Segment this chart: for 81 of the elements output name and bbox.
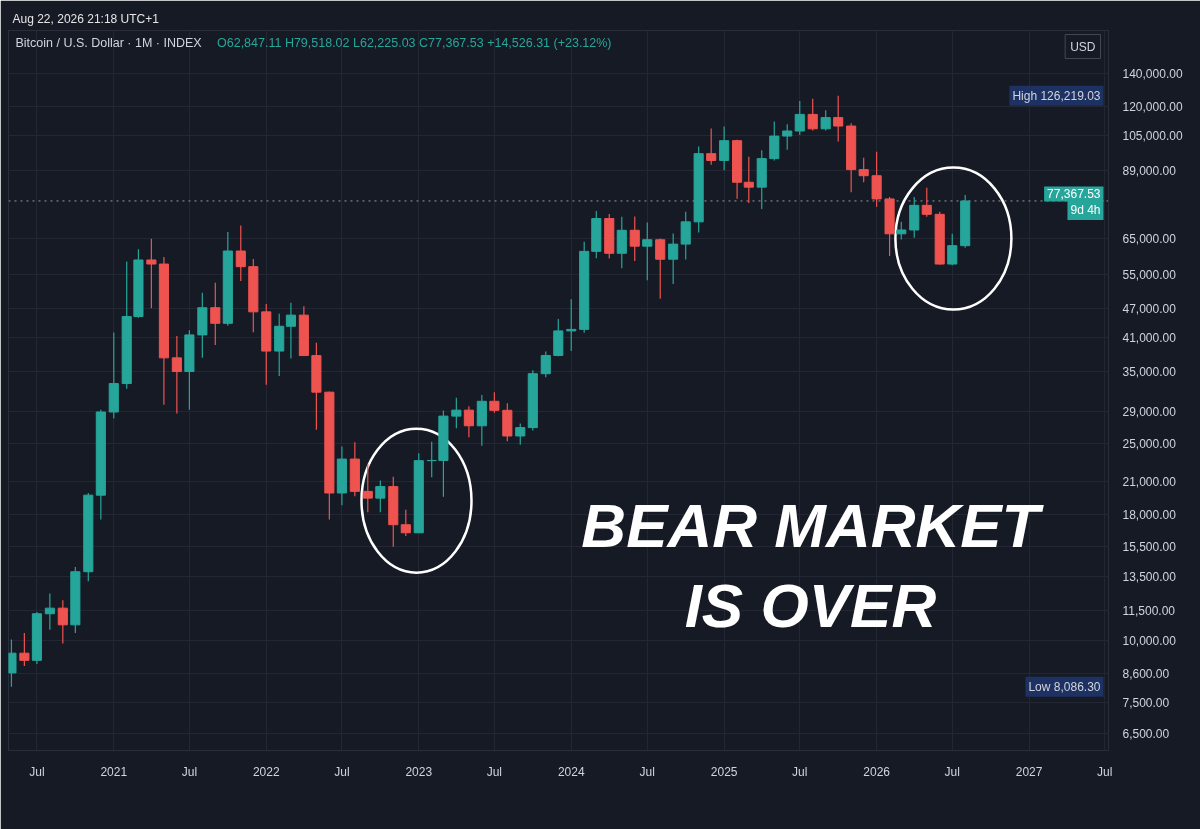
candlestick [782,123,793,151]
annotation: Low 8,086.30 [1028,679,1101,694]
candlestick [706,128,717,166]
candlestick [375,479,386,513]
candlestick [719,125,730,171]
y-tick-label: 10,000.00 [1122,634,1177,649]
candlestick [44,592,55,631]
y-tick-label: 120,000.00 [1122,100,1183,115]
x-tick-label: Jul [486,764,503,779]
annotation: BEAR MARKET IS OVER [581,491,1045,640]
x-tick-label: Jul [181,764,198,779]
y-tick-label: 7,500.00 [1122,696,1170,711]
x-tick-label: Jul [639,764,655,779]
y-tick-label: 55,000.00 [1122,267,1177,282]
candlestick [19,632,30,667]
candlestick [921,187,932,218]
y-tick-label: 140,000.00 [1122,66,1183,81]
x-tick-label: Jul [792,764,808,779]
x-tick-label: 2023 [405,764,433,779]
candlestick [947,233,958,266]
candlestick [515,422,526,446]
candlestick [668,232,679,285]
candlestick [858,157,869,183]
y-tick-label: 15,500.00 [1122,540,1177,555]
x-tick-label: 2022 [252,764,280,779]
x-tick-label: Jul [1097,764,1113,779]
annotation: 9d 4h [1070,202,1101,217]
candlestick [871,151,882,208]
y-tick-label: 25,000.00 [1122,437,1177,452]
candlestick [57,599,68,645]
candlestick [680,211,691,261]
x-tick-label: 2027 [1015,764,1043,779]
y-tick-label: 105,000.00 [1122,128,1183,143]
y-tick-label: 35,000.00 [1122,365,1177,380]
candlestick [362,463,373,513]
candlestick [655,237,666,300]
candlestick [463,405,474,438]
candlestick [629,215,640,262]
candlestick [769,120,780,162]
candlestick [616,216,627,269]
x-tick-label: 2021 [100,764,128,779]
candlestick [235,224,246,282]
candlestick [743,156,754,204]
x-tick-label: Jul [334,764,350,779]
y-tick-label: 13,500.00 [1122,569,1177,584]
candlestick [285,302,296,360]
ref-line-label: 77,367.53 [1047,187,1101,202]
x-tick-label: 2025 [710,764,738,779]
y-tick-label: 65,000.00 [1122,231,1177,246]
candlestick [540,351,551,378]
y-axis-title: USD [1070,39,1096,54]
y-tick-label: 18,000.00 [1122,508,1177,523]
y-tick-label: 11,500.00 [1122,604,1176,619]
y-tick-label: 8,600.00 [1122,666,1170,681]
candlestick [807,98,818,132]
candlestick [451,397,462,429]
y-tick-label: 47,000.00 [1122,301,1177,316]
x-tick-label: Jul [29,764,45,779]
text: Aug 22, 2026 21:18 UTC+1 [12,11,160,26]
candlestick [566,298,577,352]
x-tick-label: 2026 [863,764,891,779]
y-tick-label: 21,000.00 [1122,474,1177,489]
candlestick [8,638,17,688]
y-tick-label: 89,000.00 [1122,164,1177,179]
candlestick [833,95,844,143]
annotation: High 126,219.03 [1012,88,1101,103]
y-tick-label: 6,500.00 [1122,727,1170,742]
candlestick [794,100,805,136]
chart-subtitle: O62,847.11 H79,518.02 L62,225.03 C77,367.53 +14,526.31 (+23.12%) [217,35,612,50]
y-tick-label: 29,000.00 [1122,405,1177,420]
candlestick [210,282,221,346]
candlestick [400,509,411,537]
candlestick [489,391,500,414]
x-tick-label: Jul [944,764,960,779]
candlestick [820,109,831,132]
x-tick-label: 2024 [557,764,585,779]
candlestick [146,238,157,309]
candlestick [642,221,653,281]
chart-title: Bitcoin / U.S. Dollar · 1M · INDEX [15,35,203,50]
candlestick [171,335,182,415]
y-tick-label: 41,000.00 [1122,331,1177,346]
